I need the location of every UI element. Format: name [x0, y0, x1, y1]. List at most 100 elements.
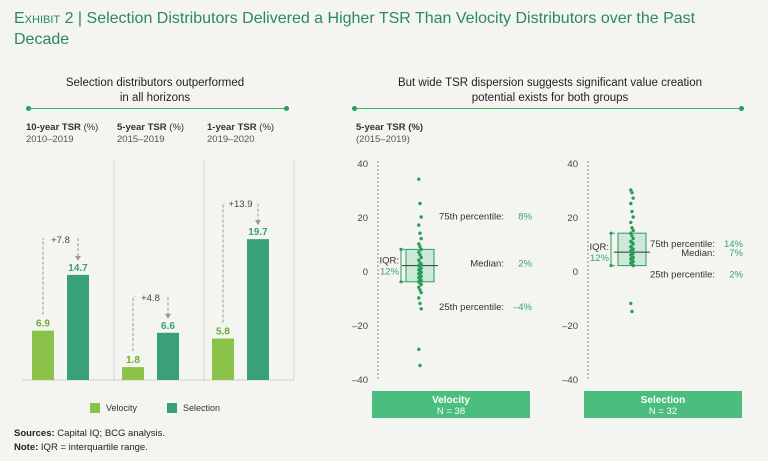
right-rule-dot-start: [352, 106, 357, 111]
data-point: [417, 242, 421, 246]
scatter-ylabel: 5-year TSR (%) (2015–2019): [356, 122, 424, 145]
page-title: Exhibit 2 | Selection Distributors Deliv…: [14, 8, 714, 50]
bar-label-velocity: 6.9: [36, 319, 50, 330]
panel-head-5y: 5-year TSR (%) 2015–2019: [117, 122, 185, 145]
data-point: [629, 188, 633, 192]
data-point: [418, 253, 422, 257]
bar-label-selection: 14.7: [68, 263, 88, 274]
diff-arrow-icon: [165, 313, 171, 319]
data-point: [630, 309, 634, 314]
bar-label-selection: 6.6: [161, 321, 175, 332]
legend-swatch-velocity: [90, 403, 100, 413]
y-tick-label: –20: [562, 321, 578, 332]
data-point: [417, 177, 421, 181]
percentile-label: Median:: [470, 259, 504, 270]
left-rule-dot-end: [284, 106, 289, 111]
iqr-bracket-dot: [609, 264, 613, 268]
data-point: [418, 301, 422, 306]
data-point: [631, 228, 635, 233]
iqr-value: 12%: [590, 253, 610, 264]
data-point: [630, 209, 634, 214]
data-point: [631, 215, 635, 219]
data-point: [417, 250, 421, 254]
legend: Velocity Selection: [90, 403, 220, 413]
title-separator: |: [77, 10, 83, 27]
data-point: [630, 226, 634, 230]
group-banner: [584, 391, 742, 418]
data-point: [418, 363, 422, 368]
percentile-value: –4%: [513, 302, 533, 313]
bar-selection: [247, 239, 269, 380]
bar-velocity: [122, 367, 144, 380]
data-point: [418, 231, 422, 235]
diff-label-bg: [44, 232, 77, 245]
data-point: [418, 201, 422, 206]
left-section-title: Selection distributors outperformed in a…: [65, 77, 245, 104]
percentile-label: 75th percentile:: [650, 239, 715, 250]
iqr-label: IQR:: [379, 256, 399, 267]
legend-label-selection: Selection: [183, 403, 221, 413]
data-point: [630, 191, 634, 195]
bar-label-velocity: 5.8: [216, 327, 230, 338]
diff-label-bg: [134, 290, 167, 303]
percentile-value: 8%: [518, 211, 532, 222]
right-rule-dot-end: [739, 106, 744, 111]
data-point: [419, 255, 423, 260]
footer-sources: Sources: Capital IQ; BCG analysis.: [14, 428, 166, 439]
diff-label: +13.9: [228, 199, 252, 210]
data-point: [631, 263, 635, 268]
y-tick-label: 20: [357, 213, 368, 224]
iqr-label: IQR:: [589, 242, 609, 253]
data-point: [417, 223, 421, 227]
diff-arrow-icon: [75, 255, 81, 261]
bar-selection: [67, 274, 89, 380]
data-point: [419, 282, 423, 287]
data-point: [419, 247, 423, 252]
percentile-value: 2%: [729, 270, 743, 281]
iqr-bracket-dot: [399, 280, 403, 284]
bar-velocity: [32, 330, 54, 380]
iqr-value: 12%: [380, 267, 400, 278]
panel-head-1y: 1-year TSR (%) 2019–2020: [207, 122, 275, 145]
group-banner: [372, 391, 530, 418]
y-tick-label: –20: [352, 321, 368, 332]
data-point: [631, 242, 635, 246]
title-text: Selection Distributors Delivered a Highe…: [14, 10, 696, 48]
data-point: [419, 236, 423, 241]
data-point: [417, 258, 421, 262]
right-section-title: But wide TSR dispersion suggests signifi…: [397, 77, 703, 104]
y-tick-label: –40: [562, 375, 578, 386]
percentile-value: 2%: [518, 259, 532, 270]
y-tick-label: 40: [357, 159, 368, 170]
data-point: [629, 301, 633, 306]
percentile-label: 25th percentile:: [650, 270, 715, 281]
panel-head-10y: 10-year TSR (%) 2010–2019: [26, 122, 99, 145]
percentile-label: 75th percentile:: [439, 211, 504, 222]
y-tick-label: 20: [567, 213, 578, 224]
diff-bracket: [42, 238, 79, 315]
data-point: [419, 290, 423, 295]
diff-label-bg: [224, 197, 257, 210]
percentile-label: 25th percentile:: [439, 302, 504, 313]
left-rule-dot-start: [26, 106, 31, 111]
y-tick-label: –40: [352, 375, 368, 386]
data-point: [419, 215, 423, 219]
diff-label: +7.8: [51, 235, 70, 246]
data-point: [631, 236, 635, 241]
y-tick-label: 0: [573, 267, 578, 278]
data-point: [629, 201, 633, 206]
bar-label-velocity: 1.8: [126, 355, 140, 366]
y-tick-label: 0: [363, 267, 368, 278]
data-point: [418, 245, 422, 249]
data-point: [631, 196, 635, 200]
percentile-value: 14%: [724, 239, 744, 250]
data-point: [417, 285, 421, 289]
data-point: [417, 296, 421, 300]
diff-label: +4.8: [141, 293, 160, 304]
legend-label-velocity: Velocity: [106, 403, 138, 413]
data-point: [418, 288, 422, 292]
left-section-rule: [28, 108, 286, 109]
iqr-bracket: [610, 232, 615, 267]
iqr-bracket-dot: [399, 247, 403, 251]
data-point: [417, 347, 421, 351]
